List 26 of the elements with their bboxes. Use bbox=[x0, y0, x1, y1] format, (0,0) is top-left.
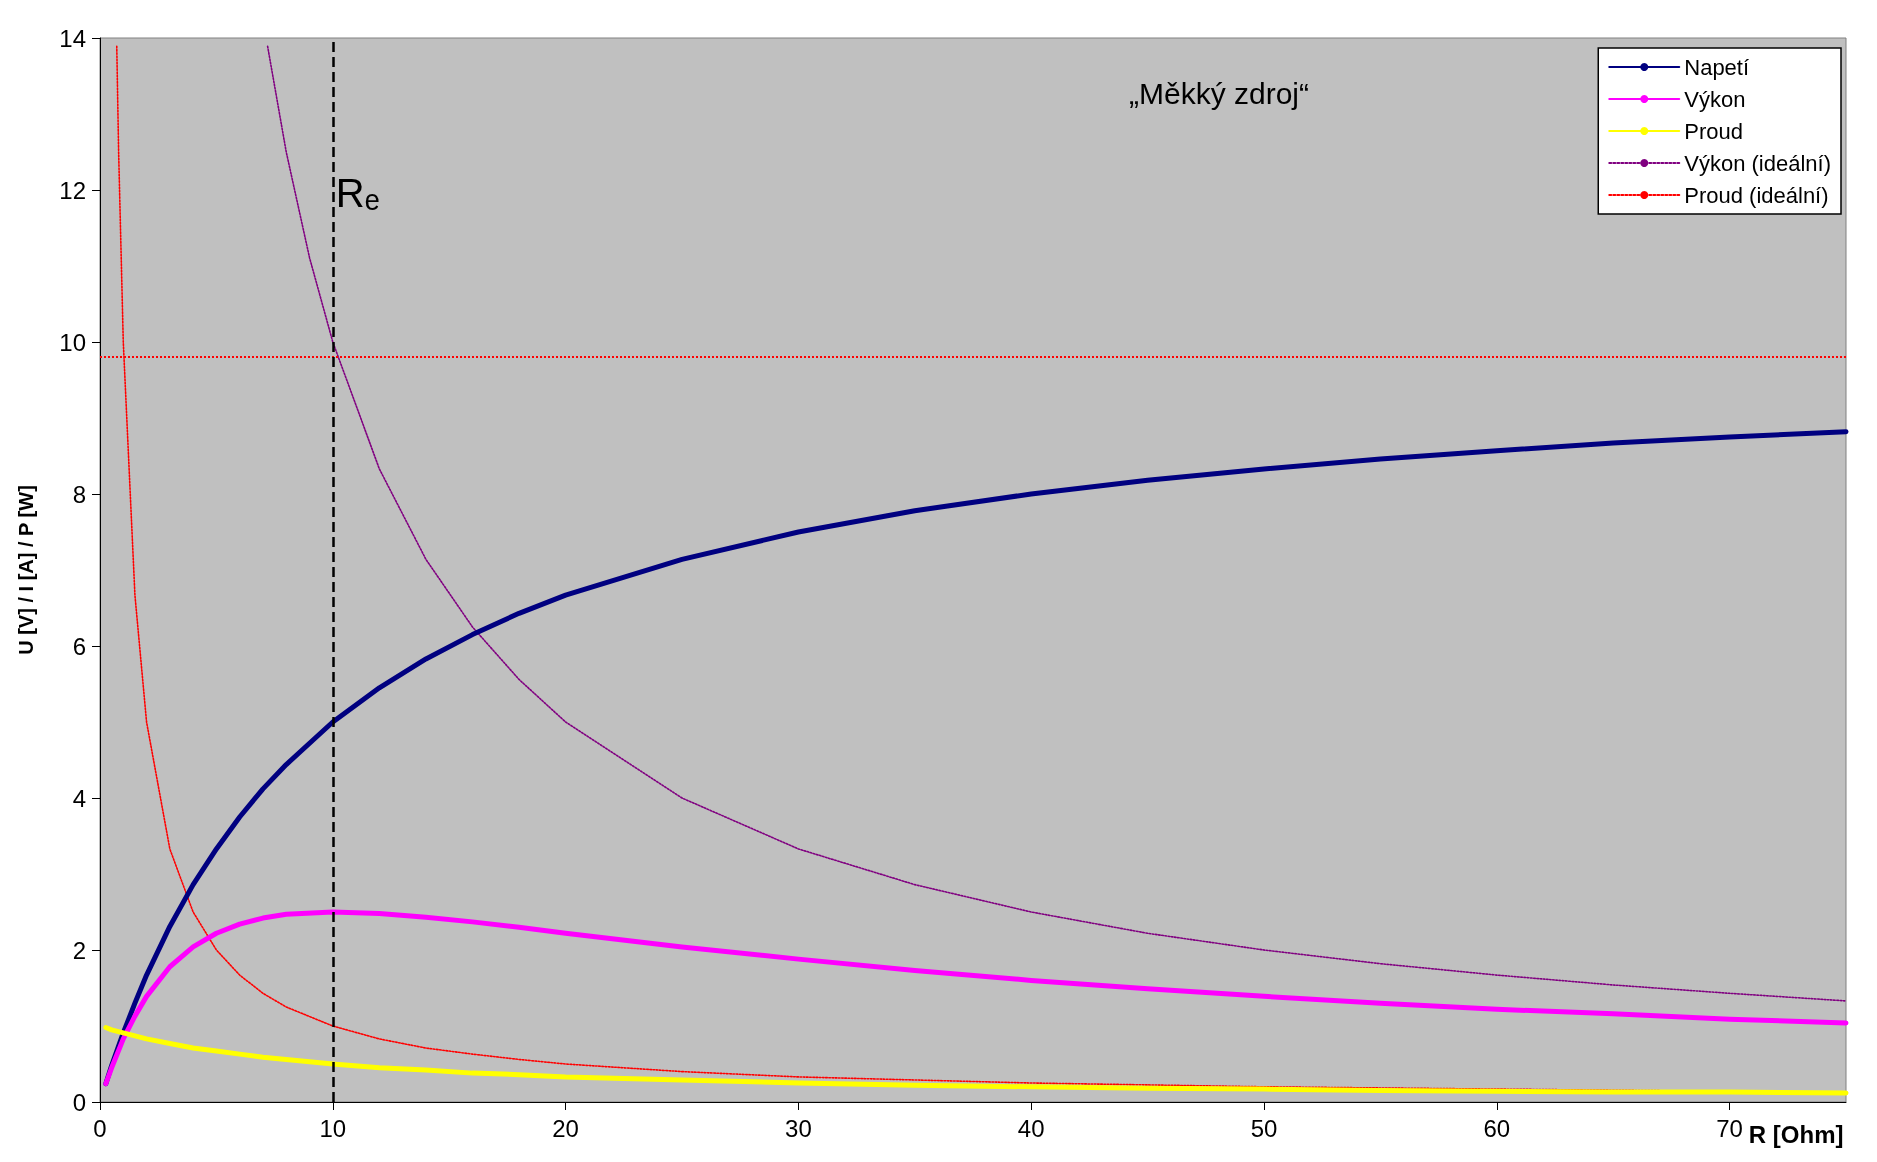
annotation: „Měkký zdroj“ bbox=[1128, 76, 1309, 110]
ref-line-label: Rₑ bbox=[335, 171, 380, 215]
y-axis-title: U [V] / I [A] / P [W] bbox=[15, 485, 37, 655]
x-tick-label: 70 bbox=[1716, 1114, 1743, 1142]
y-tick-label: 4 bbox=[72, 784, 86, 812]
x-tick-label: 30 bbox=[785, 1114, 812, 1142]
x-tick-label: 40 bbox=[1017, 1114, 1045, 1142]
x-axis-title: R [Ohm] bbox=[1748, 1120, 1844, 1148]
x-tick-label: 10 bbox=[319, 1114, 347, 1142]
legend-label: Výkon (ideální) bbox=[1684, 150, 1832, 176]
y-tick-label: 0 bbox=[72, 1088, 86, 1116]
y-tick-label: 14 bbox=[59, 24, 86, 52]
legend-label: Výkon bbox=[1684, 86, 1746, 112]
x-tick-label: 60 bbox=[1483, 1114, 1511, 1142]
line-series bbox=[266, 45, 1847, 1002]
legend-label: Proud (ideální) bbox=[1684, 182, 1829, 208]
y-tick-label: 2 bbox=[72, 936, 86, 964]
y-tick-label: 12 bbox=[59, 176, 86, 204]
legend-label: Napetí bbox=[1684, 54, 1750, 80]
x-tick-label: 20 bbox=[552, 1114, 579, 1142]
y-tick-label: 8 bbox=[72, 480, 86, 508]
legend-label: Proud bbox=[1684, 118, 1743, 144]
x-tick-label: 0 bbox=[93, 1114, 107, 1142]
y-tick-label: 6 bbox=[72, 632, 86, 660]
y-tick-label: 10 bbox=[59, 328, 86, 356]
x-tick-label: 50 bbox=[1250, 1114, 1278, 1142]
